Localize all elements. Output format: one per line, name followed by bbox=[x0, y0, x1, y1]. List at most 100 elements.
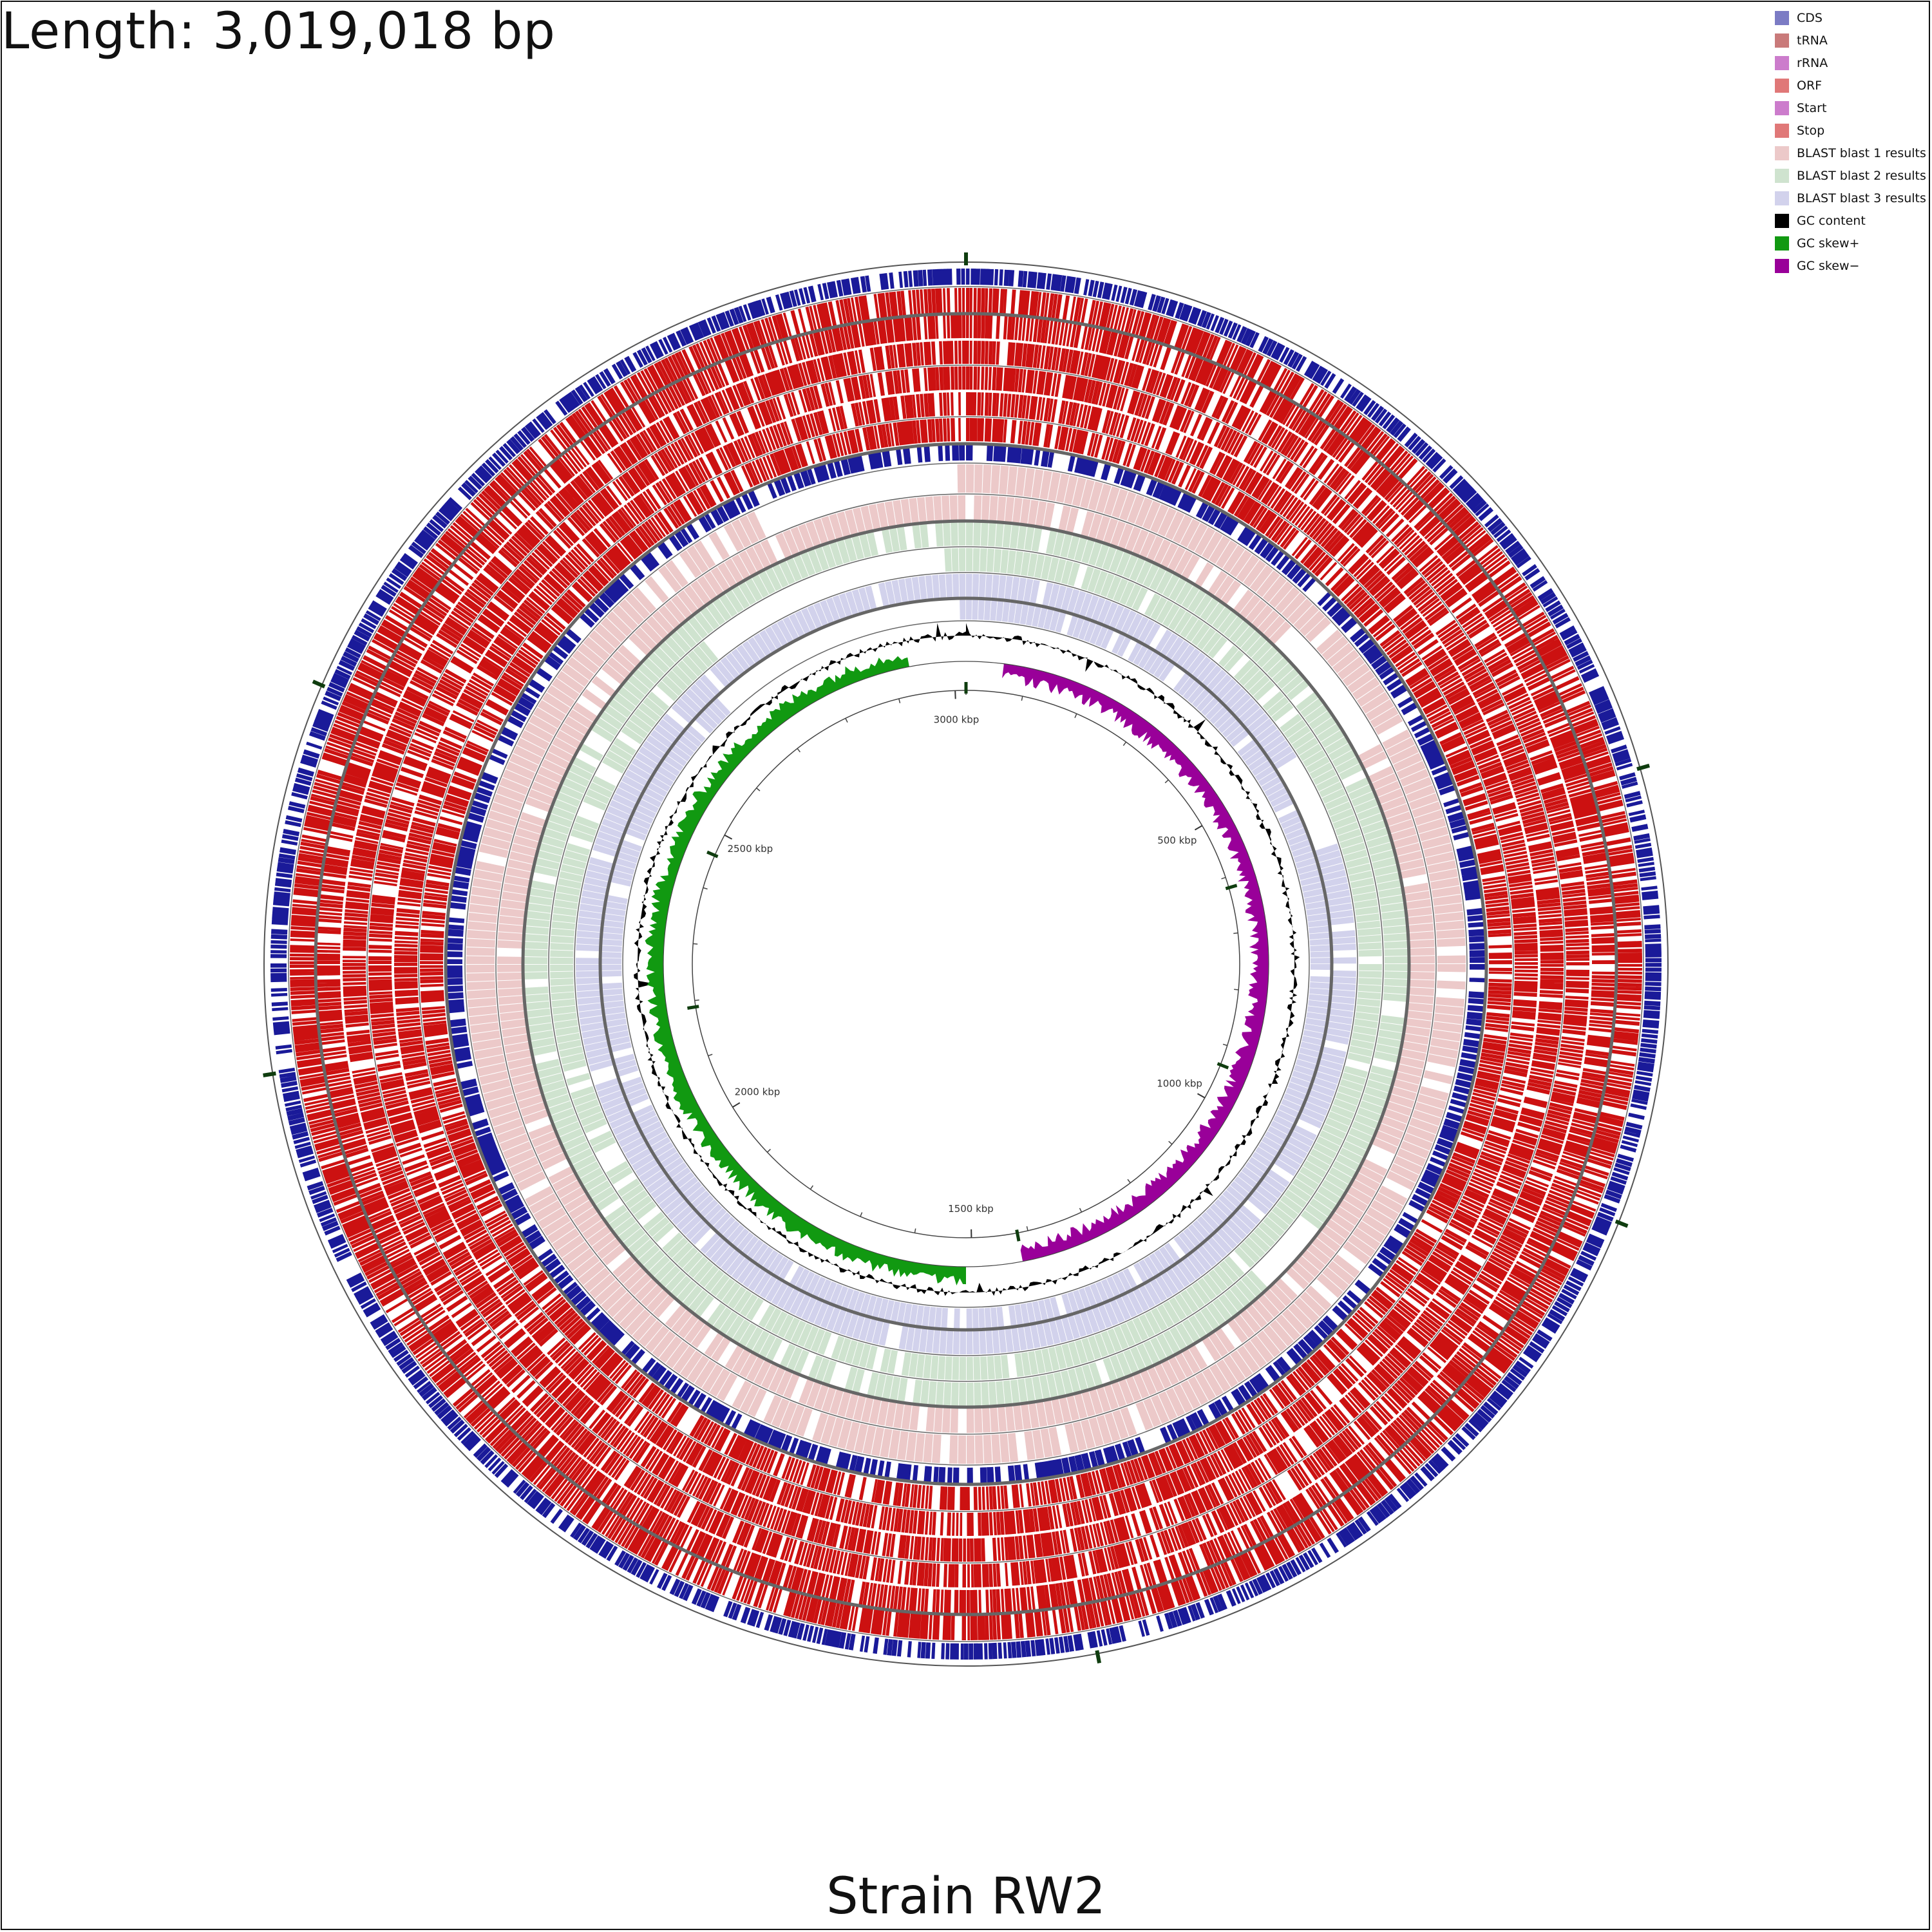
minor-tick bbox=[1234, 989, 1239, 990]
legend-label-trna: tRNA bbox=[1797, 33, 1828, 48]
legend-item-blast1: BLAST blast 1 results bbox=[1775, 142, 1929, 164]
legend-item-trna: tRNA bbox=[1775, 29, 1929, 52]
legend-label-cds: CDS bbox=[1797, 10, 1823, 25]
minor-tick bbox=[1127, 1179, 1131, 1184]
legend-swatch-gc-skew-plus bbox=[1775, 236, 1789, 251]
minor-tick bbox=[1164, 779, 1169, 784]
minor-tick bbox=[860, 1212, 863, 1217]
ring-separator bbox=[444, 442, 1488, 1486]
legend-item-cds: CDS bbox=[1775, 6, 1929, 29]
gc-skew-track bbox=[645, 656, 1269, 1285]
outer-position-marker bbox=[1636, 763, 1650, 772]
orf-ring-4-blocks bbox=[368, 366, 1564, 1562]
legend-swatch-orf bbox=[1775, 78, 1789, 93]
minor-tick bbox=[703, 887, 708, 890]
legend-label-gc-skew-plus: GC skew+ bbox=[1797, 236, 1860, 251]
outer-position-marker bbox=[1615, 1219, 1629, 1228]
genome-length-label: Length: 3,019,018 bp bbox=[1, 3, 556, 61]
blast3-ring-b-hits bbox=[601, 600, 1331, 1329]
tick-label: 1500 kbp bbox=[948, 1203, 994, 1215]
ring-separator bbox=[288, 286, 1644, 1642]
ring-separators bbox=[288, 286, 1644, 1642]
legend-label-gc-skew-minus: GC skew− bbox=[1797, 258, 1860, 273]
minor-tick bbox=[797, 748, 801, 753]
ring-separator bbox=[521, 519, 1411, 1409]
backbone-ring bbox=[692, 690, 1240, 1238]
legend-item-orf: ORF bbox=[1775, 74, 1929, 97]
legend: CDS tRNA rRNA ORF Start Stop BLAST blast… bbox=[1775, 6, 1929, 277]
legend-item-rrna: rRNA bbox=[1775, 52, 1929, 74]
ring-separator bbox=[464, 462, 1468, 1466]
minor-tick bbox=[1122, 741, 1127, 746]
ring-separator bbox=[314, 312, 1618, 1616]
outer-position-marker bbox=[263, 1071, 276, 1077]
tick-label: 2500 kbp bbox=[727, 843, 773, 855]
legend-swatch-cds bbox=[1775, 10, 1789, 25]
major-tick bbox=[954, 690, 956, 699]
legend-item-stop: Stop bbox=[1775, 119, 1929, 142]
legend-label-stop: Stop bbox=[1797, 123, 1825, 138]
minor-tick bbox=[1221, 876, 1226, 880]
ring-separator bbox=[418, 416, 1514, 1512]
legend-item-blast3: BLAST blast 3 results bbox=[1775, 187, 1929, 209]
tick-label: 3000 kbp bbox=[934, 714, 980, 725]
inner-position-marker bbox=[1225, 884, 1238, 891]
legend-label-start: Start bbox=[1797, 100, 1827, 115]
minor-tick bbox=[1233, 932, 1238, 934]
coordinate-ticks: 500 kbp 1000 kbp 1500 kbp 2000 kbp 2500 kbp 3… bbox=[693, 690, 1239, 1238]
legend-swatch-stop bbox=[1775, 123, 1789, 138]
minor-tick bbox=[1222, 1043, 1227, 1046]
tick-label: 2000 kbp bbox=[735, 1086, 781, 1098]
inner-position-marker bbox=[687, 1005, 699, 1010]
minor-tick bbox=[708, 1054, 713, 1057]
ring-separator bbox=[548, 546, 1384, 1382]
minor-tick bbox=[810, 1185, 814, 1190]
legend-swatch-blast3 bbox=[1775, 191, 1789, 205]
legend-label-blast3: BLAST blast 3 results bbox=[1797, 191, 1926, 205]
inner-position-marker bbox=[706, 850, 719, 858]
blast3-ring-b bbox=[601, 600, 1331, 1329]
legend-swatch-blast1 bbox=[1775, 146, 1789, 160]
position-markers bbox=[263, 252, 1650, 1663]
major-tick bbox=[1194, 825, 1203, 831]
ring-separator bbox=[495, 493, 1437, 1435]
minor-tick bbox=[1026, 1226, 1028, 1231]
legend-item-gc-content: GC content bbox=[1775, 209, 1929, 232]
inner-position-marker bbox=[1217, 1062, 1229, 1070]
legend-swatch-rrna bbox=[1775, 55, 1789, 70]
minor-tick bbox=[1074, 713, 1077, 718]
major-tick bbox=[724, 834, 733, 840]
legend-label-gc-content: GC content bbox=[1797, 213, 1866, 228]
legend-swatch-start bbox=[1775, 100, 1789, 115]
legend-label-rrna: rRNA bbox=[1797, 55, 1828, 70]
legend-swatch-gc-skew-minus bbox=[1775, 258, 1789, 273]
ring-separator bbox=[622, 620, 1310, 1308]
minor-tick bbox=[693, 943, 698, 945]
outer-position-marker bbox=[312, 679, 326, 688]
ring-separator bbox=[574, 572, 1358, 1356]
minor-tick bbox=[898, 698, 901, 703]
legend-label-blast1: BLAST blast 1 results bbox=[1797, 146, 1926, 160]
legend-label-orf: ORF bbox=[1797, 78, 1823, 93]
strain-title: Strain RW2 bbox=[826, 1868, 1106, 1926]
orf-ring-4 bbox=[368, 366, 1564, 1562]
minor-tick bbox=[1079, 1208, 1083, 1213]
minor-tick bbox=[1021, 696, 1023, 701]
major-tick bbox=[732, 1102, 741, 1108]
legend-swatch-gc-content bbox=[1775, 213, 1789, 228]
minor-tick bbox=[766, 1148, 771, 1153]
backbone-circle bbox=[692, 690, 1240, 1238]
minor-tick bbox=[914, 1228, 916, 1233]
gc-skew-baseline bbox=[663, 661, 1269, 1267]
legend-swatch-blast2 bbox=[1775, 168, 1789, 183]
legend-item-gc-skew-plus: GC skew+ bbox=[1775, 232, 1929, 254]
blast-rings bbox=[466, 464, 1466, 1464]
gc-skew-minus-plot bbox=[1002, 663, 1269, 1262]
legend-item-blast2: BLAST blast 2 results bbox=[1775, 164, 1929, 187]
minor-tick bbox=[756, 788, 761, 791]
legend-swatch-trna bbox=[1775, 33, 1789, 48]
ring-separator bbox=[598, 596, 1334, 1332]
legend-item-gc-skew-minus: GC skew− bbox=[1775, 254, 1929, 277]
